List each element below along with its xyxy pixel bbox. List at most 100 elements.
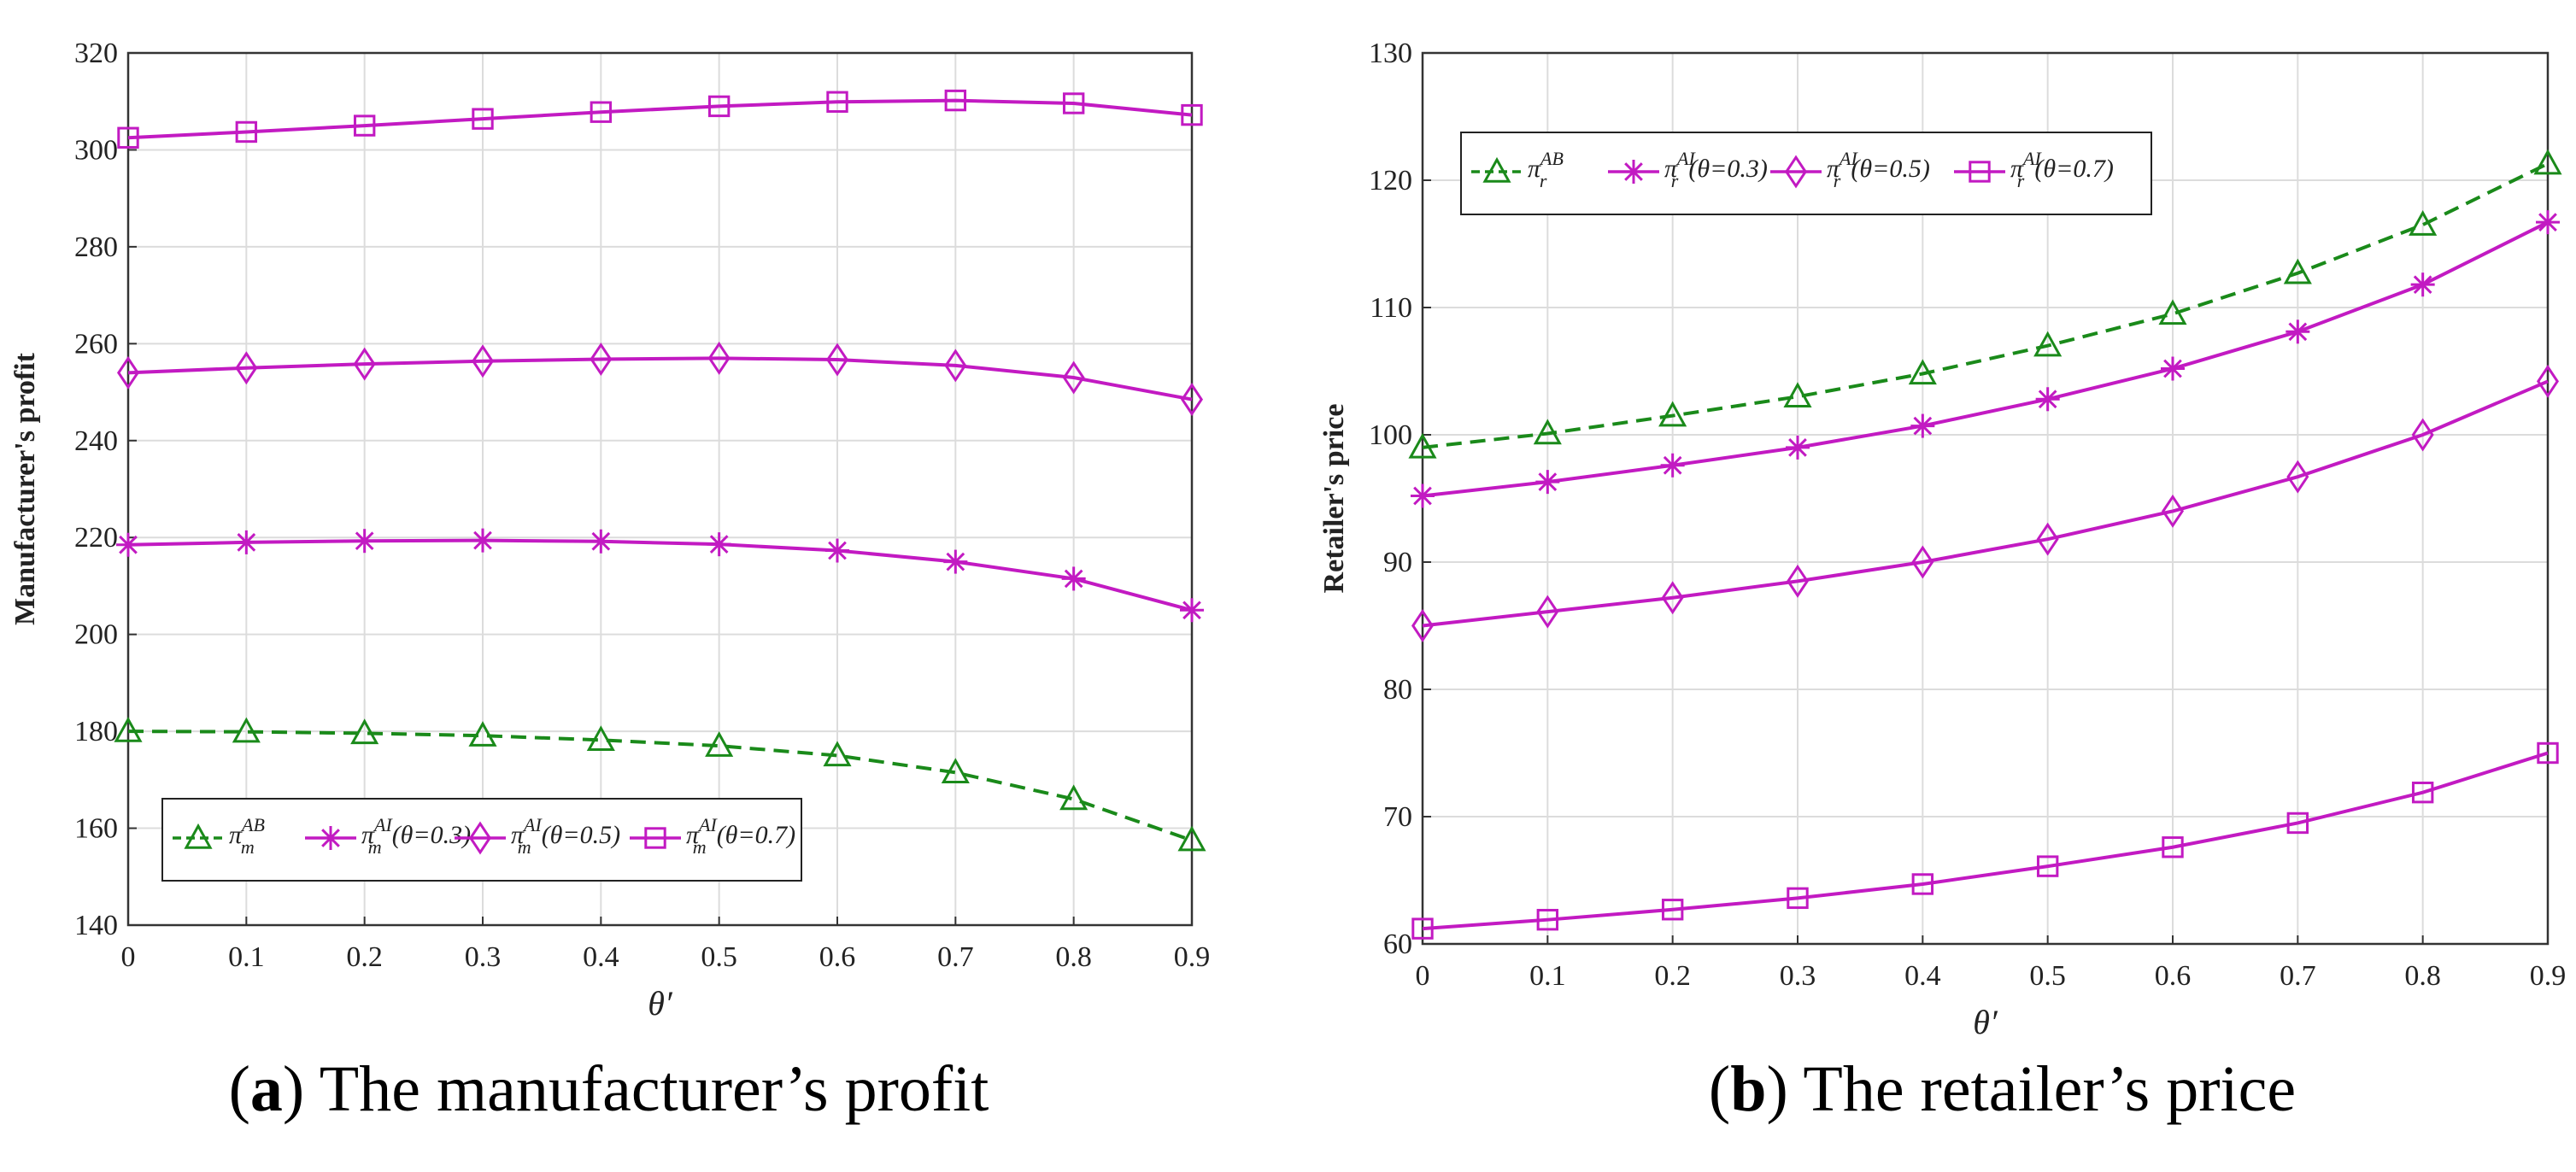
x-tick-label-a-1: 0.1 bbox=[228, 941, 265, 973]
data-point-b-3-7 bbox=[2286, 812, 2309, 835]
data-point-b-1-3 bbox=[1786, 435, 1810, 460]
data-point-b-1-9 bbox=[2536, 210, 2560, 235]
data-point-b-2-8 bbox=[2411, 418, 2434, 452]
legend-marker-a-1 bbox=[319, 826, 343, 850]
y-tick-label-a-3: 200 bbox=[74, 619, 118, 651]
y-tick-label-a-4: 220 bbox=[74, 522, 118, 554]
data-point-a-2-4 bbox=[590, 342, 613, 376]
data-point-a-2-5 bbox=[707, 341, 731, 375]
data-point-b-1-0 bbox=[1411, 483, 1435, 508]
y-tick-label-b-3: 90 bbox=[1383, 547, 1412, 578]
data-point-b-1-0-stroke bbox=[1413, 486, 1432, 506]
data-point-a-1-4-stroke bbox=[591, 531, 611, 551]
legend-marker-a-3 bbox=[644, 827, 666, 849]
data-point-a-1-2 bbox=[352, 529, 377, 554]
y-tick-label-a-5: 240 bbox=[74, 425, 118, 457]
data-point-a-2-2 bbox=[353, 347, 376, 381]
data-point-b-3-1 bbox=[1536, 908, 1559, 931]
data-point-a-0-0 bbox=[114, 717, 143, 742]
data-point-b-1-5 bbox=[2035, 387, 2060, 412]
panel-caption-b: (b) The retailer’s price bbox=[1709, 1053, 2296, 1125]
x-axis-title-b: θ′ bbox=[1973, 1003, 1998, 1041]
x-tick-label-b-8: 0.8 bbox=[2404, 960, 2441, 992]
data-point-a-1-4 bbox=[589, 529, 613, 554]
data-point-a-0-6 bbox=[823, 741, 852, 767]
x-tick-label-a-4: 0.4 bbox=[583, 941, 619, 973]
x-tick-label-a-0: 0 bbox=[121, 941, 136, 973]
legend-b: πAB r πAI r (θ=0.3) πAI r (θ=0.5) πAI r (θ=0.7) bbox=[1460, 132, 2152, 215]
legend-label-a-3: πAI m (θ=0.7) bbox=[686, 814, 795, 858]
data-point-b-1-9-stroke bbox=[2538, 213, 2557, 232]
y-tick-label-a-6: 260 bbox=[74, 328, 118, 360]
series-a-2 bbox=[116, 341, 1204, 417]
data-point-b-2-1 bbox=[1536, 595, 1559, 629]
legend-label-b-0: πAB r bbox=[1528, 148, 1564, 191]
y-tick-label-b-4: 100 bbox=[1369, 419, 1412, 451]
data-point-b-2-7 bbox=[2286, 460, 2309, 494]
x-tick-label-b-2: 0.2 bbox=[1654, 960, 1691, 992]
panel-label-b: b bbox=[1730, 1053, 1766, 1125]
data-point-a-1-3 bbox=[471, 528, 495, 553]
data-point-a-2-1 bbox=[235, 351, 258, 385]
y-tick-label-b-6: 120 bbox=[1369, 165, 1412, 196]
data-point-b-0-0 bbox=[1408, 432, 1437, 459]
data-point-a-3-2 bbox=[353, 114, 376, 137]
series-b-1 bbox=[1411, 210, 2560, 508]
data-point-b-1-7-stroke bbox=[2288, 322, 2308, 342]
legend-marker-b-2 bbox=[1784, 155, 1808, 189]
data-point-a-1-5 bbox=[707, 532, 731, 557]
x-tick-label-a-8: 0.8 bbox=[1055, 941, 1092, 973]
data-point-a-1-1 bbox=[234, 530, 259, 554]
x-tick-label-a-5: 0.5 bbox=[701, 941, 737, 973]
x-tick-label-a-3: 0.3 bbox=[465, 941, 502, 973]
data-point-a-1-8-stroke bbox=[1064, 569, 1083, 589]
legend-label-a-1: πAI m (θ=0.3) bbox=[361, 814, 471, 858]
x-tick-label-b-3: 0.3 bbox=[1780, 960, 1816, 992]
data-point-b-1-8-stroke bbox=[2413, 275, 2432, 295]
data-point-a-2-8 bbox=[1062, 360, 1085, 395]
y-tick-label-b-7: 130 bbox=[1369, 38, 1412, 69]
data-point-a-0-5 bbox=[705, 731, 734, 757]
y-tick-label-b-1: 70 bbox=[1383, 801, 1412, 833]
chart-b: 0 0.1 0.2 0.3 0.4 0.5 0.6 0.7 0.8 0.9 60 70 80 90 100 1… bbox=[1318, 38, 2566, 1125]
data-point-b-1-8 bbox=[2410, 272, 2435, 297]
y-tick-label-a-1: 160 bbox=[74, 813, 118, 845]
legend-marker-b-1-stroke bbox=[1624, 162, 1643, 181]
data-point-a-3-3 bbox=[472, 108, 494, 130]
data-point-b-0-5 bbox=[2033, 331, 2063, 357]
data-point-a-0-8 bbox=[1059, 784, 1088, 811]
data-point-b-0-3 bbox=[1783, 382, 1812, 407]
data-point-a-3-5 bbox=[707, 95, 731, 118]
data-point-b-3-9 bbox=[2537, 741, 2559, 765]
legend-box-a bbox=[161, 798, 802, 882]
legend-marker-a-2 bbox=[468, 821, 492, 855]
data-point-b-3-0 bbox=[1411, 917, 1434, 940]
data-point-a-0-2 bbox=[350, 718, 379, 745]
data-point-b-0-1 bbox=[1533, 419, 1562, 445]
y-tick-label-a-2: 180 bbox=[74, 716, 118, 747]
data-point-b-0-6 bbox=[2158, 299, 2187, 325]
data-point-a-3-7 bbox=[944, 89, 967, 112]
x-tick-label-b-1: 0.1 bbox=[1529, 960, 1566, 992]
data-point-b-2-2 bbox=[1661, 581, 1684, 615]
data-point-a-2-0 bbox=[116, 355, 140, 390]
data-point-b-1-1 bbox=[1535, 470, 1560, 495]
legend-marker-a-0 bbox=[184, 823, 213, 849]
data-point-a-1-8 bbox=[1061, 566, 1086, 591]
data-point-a-3-4 bbox=[590, 101, 613, 123]
x-tick-label-a-9: 0.9 bbox=[1174, 941, 1211, 973]
data-point-b-2-0 bbox=[1411, 608, 1435, 643]
x-tick-label-b-5: 0.5 bbox=[2029, 960, 2066, 992]
data-point-a-1-0 bbox=[116, 532, 140, 557]
series-a-3 bbox=[117, 89, 1203, 149]
data-point-a-2-3 bbox=[471, 344, 495, 378]
data-point-b-2-9 bbox=[2536, 364, 2560, 398]
y-tick-label-b-0: 60 bbox=[1383, 929, 1412, 960]
series-a-0 bbox=[114, 717, 1206, 852]
series-line-a-1 bbox=[127, 538, 1193, 612]
data-point-b-3-4 bbox=[1911, 873, 1934, 895]
legend-label-b-2: πAI r (θ=0.5) bbox=[1827, 148, 1930, 191]
data-point-b-1-3-stroke bbox=[1788, 438, 1807, 457]
data-point-a-2-9 bbox=[1180, 383, 1204, 417]
